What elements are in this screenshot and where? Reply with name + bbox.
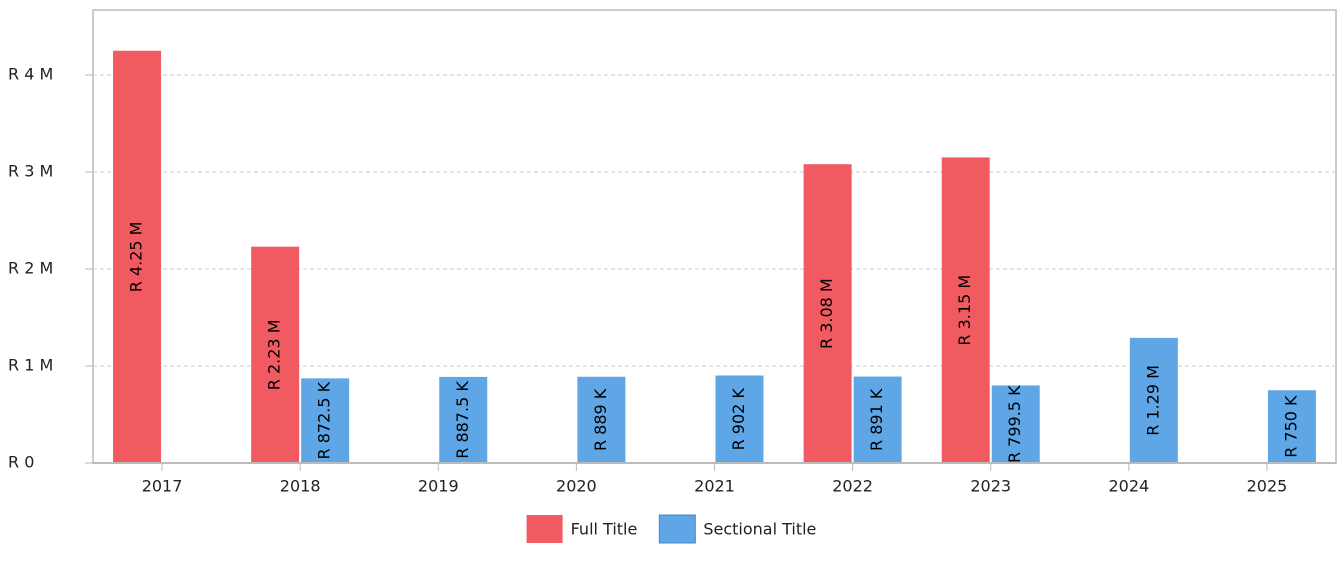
x-tick-label: 2017 — [142, 477, 183, 496]
value-label: R 889 K — [591, 388, 610, 451]
bar — [715, 375, 764, 463]
legend: Full Title Sectional Title — [526, 514, 816, 544]
bar — [1129, 337, 1178, 463]
bar — [251, 246, 300, 463]
bar — [1267, 390, 1316, 463]
bar — [991, 385, 1040, 463]
value-label: R 1.29 M — [1143, 365, 1162, 436]
legend-swatch — [526, 515, 563, 543]
value-label: R 799.5 K — [1005, 385, 1024, 463]
value-label: R 2.23 M — [265, 319, 284, 390]
value-label: R 4.25 M — [127, 222, 146, 293]
x-tick-label: 2022 — [832, 477, 873, 496]
value-label: R 902 K — [729, 388, 748, 451]
value-label: R 887.5 K — [453, 381, 472, 459]
legend-item: Full Title — [526, 515, 638, 543]
x-tick-label: 2021 — [694, 477, 735, 496]
bar — [853, 376, 902, 463]
legend-swatch — [658, 514, 696, 544]
x-tick-label: 2018 — [280, 477, 321, 496]
bar — [439, 376, 488, 463]
bar — [803, 164, 852, 463]
bar — [941, 157, 990, 464]
legend-label: Full Title — [571, 520, 638, 539]
bar — [301, 378, 350, 463]
x-tick-label: 2024 — [1108, 477, 1149, 496]
value-label: R 3.08 M — [817, 278, 836, 349]
bar — [113, 50, 162, 463]
legend-label: Sectional Title — [703, 520, 816, 539]
y-tick-label: R 0 — [8, 453, 34, 472]
x-tick-label: 2023 — [970, 477, 1011, 496]
value-label: R 891 K — [867, 388, 886, 451]
y-tick-label: R 1 M — [8, 355, 53, 374]
y-tick-label: R 2 M — [8, 258, 53, 277]
x-tick-label: 2025 — [1247, 477, 1288, 496]
y-tick-label: R 4 M — [8, 64, 53, 83]
value-label: R 3.15 M — [955, 275, 974, 346]
bar — [577, 376, 626, 463]
value-label: R 872.5 K — [315, 381, 334, 459]
y-tick-label: R 3 M — [8, 161, 53, 180]
x-tick-label: 2019 — [418, 477, 459, 496]
value-label: R 750 K — [1281, 395, 1300, 458]
x-tick-label: 2020 — [556, 477, 597, 496]
legend-item: Sectional Title — [658, 514, 816, 544]
